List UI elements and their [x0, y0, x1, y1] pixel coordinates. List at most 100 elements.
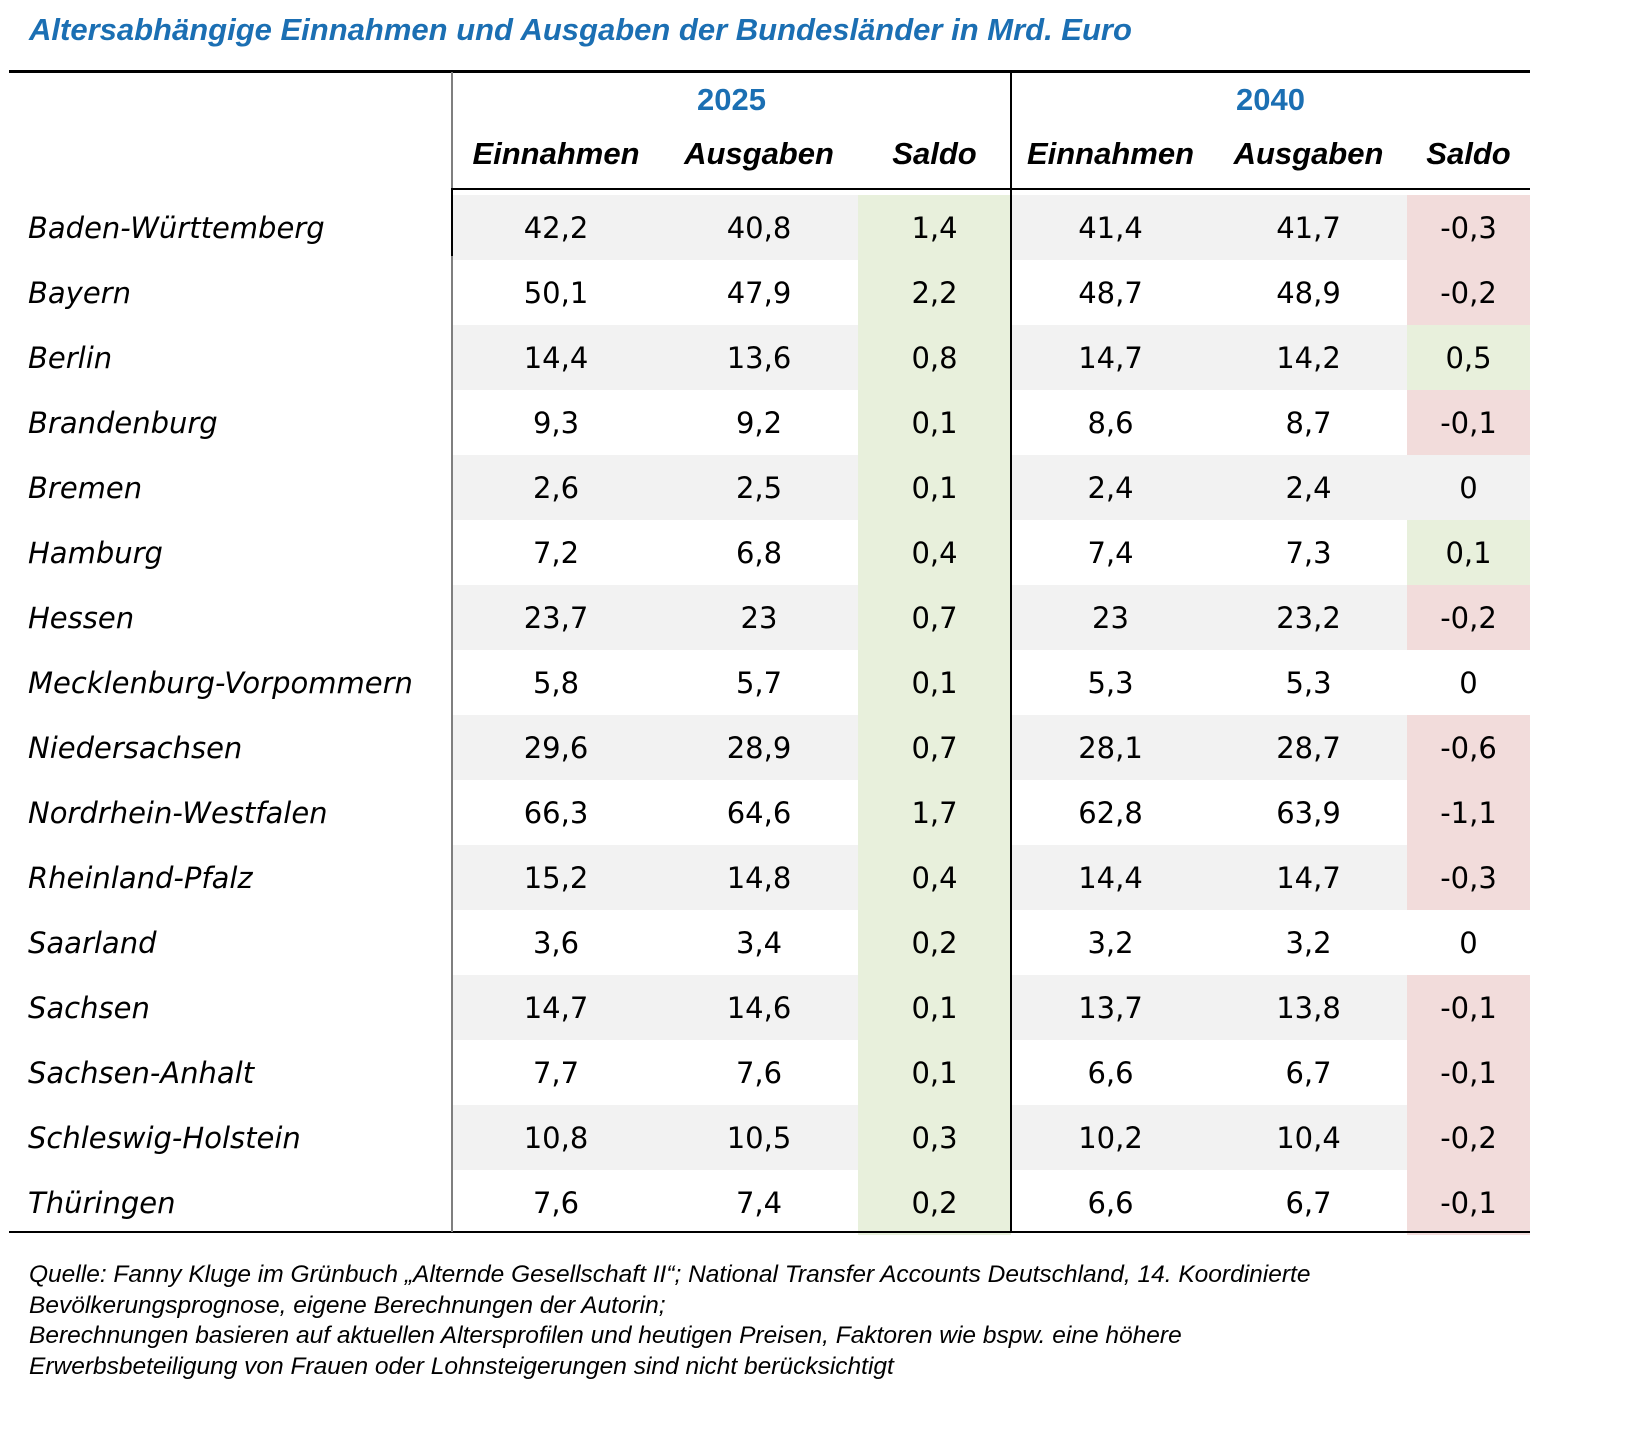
cell-saldo-2025: 1,7: [858, 780, 1011, 845]
cell-saldo-2025: 0,1: [858, 650, 1011, 715]
cell-ausgaben-2025: 2,5: [660, 455, 858, 520]
cell-saldo-2025: 0,1: [858, 1040, 1011, 1105]
cell-saldo-2040: -0,1: [1407, 1170, 1530, 1235]
table-row: Niedersachsen 29,6 28,9 0,7 28,1 28,7 -0,6: [9, 715, 1530, 780]
cell-saldo-2025: 0,3: [858, 1105, 1011, 1170]
cell-einnahmen-2040: 6,6: [1087, 1055, 1134, 1090]
cell-saldo-2025: 0,4: [858, 520, 1011, 585]
cell-einnahmen-2025: 23,7: [452, 585, 660, 650]
row-label-state: Baden-Württemberg: [28, 210, 325, 245]
column-header-row: Einnahmen Ausgaben Saldo Einnahmen Ausga…: [9, 118, 1530, 195]
label-separator-top: [451, 188, 453, 256]
cell-ausgaben-2025: 6,8: [735, 535, 783, 570]
cell-saldo-2040: -0,3: [1407, 195, 1530, 260]
cell-saldo-2025: 0,1: [858, 390, 1011, 455]
cell-saldo-2040: -1,1: [1407, 780, 1530, 845]
cell-einnahmen-2025: 3,6: [532, 925, 580, 960]
cell-einnahmen-2040: 41,4: [1011, 195, 1210, 260]
corner-cell: [9, 118, 452, 195]
cell-ausgaben-2025: 5,7: [735, 665, 783, 700]
cell-einnahmen-2025: 14,4: [452, 325, 660, 390]
top-rule: [9, 70, 1530, 73]
cell-einnahmen-2040: 3,2: [1087, 925, 1134, 960]
cell-einnahmen-2025: 7,6: [532, 1185, 580, 1220]
cell-einnahmen-2040: 23: [1011, 585, 1210, 650]
cell-ausgaben-2025: 7,6: [735, 1055, 783, 1090]
col-header-einnahmen-2040: Einnahmen: [1026, 135, 1195, 171]
cell-einnahmen-2025: 2,6: [452, 455, 660, 520]
footnote: Quelle: Fanny Kluge im Grünbuch „Alternd…: [29, 1260, 1589, 1382]
cell-ausgaben-2040: 10,4: [1210, 1105, 1407, 1170]
row-label-state: Rheinland-Pfalz: [28, 860, 253, 895]
cell-saldo-2025: 0,8: [858, 325, 1011, 390]
cell-einnahmen-2040: 62,8: [1078, 795, 1143, 830]
row-label-state: Nordrhein-Westfalen: [28, 795, 328, 830]
table-title: Altersabhängige Einnahmen und Ausgaben d…: [29, 12, 1132, 47]
row-label-state: Sachsen-Anhalt: [28, 1055, 255, 1090]
row-label-state: Bayern: [28, 275, 131, 310]
cell-saldo-2025: 0,1: [858, 455, 1011, 520]
cell-saldo-2040: 0: [1459, 925, 1478, 960]
cell-ausgaben-2040: 23,2: [1210, 585, 1407, 650]
cell-einnahmen-2040: 28,1: [1011, 715, 1210, 780]
cell-ausgaben-2025: 28,9: [660, 715, 858, 780]
cell-saldo-2040: 0,5: [1407, 325, 1530, 390]
table-row: Rheinland-Pfalz 15,2 14,8 0,4 14,4 14,7 -0,3: [9, 845, 1530, 910]
table-row: Sachsen-Anhalt 7,7 7,6 0,1 6,6 6,7 -0,1: [9, 1040, 1530, 1105]
footnote-line: Erwerbsbeteiligung von Frauen oder Lohns…: [29, 1352, 894, 1380]
cell-ausgaben-2040: 5,3: [1285, 665, 1332, 700]
cell-einnahmen-2040: 14,7: [1011, 325, 1210, 390]
cell-einnahmen-2040: 13,7: [1011, 975, 1210, 1040]
row-label-state: Thüringen: [28, 1185, 176, 1220]
cell-einnahmen-2025: 7,7: [532, 1055, 580, 1090]
cell-saldo-2025: 1,4: [858, 195, 1011, 260]
cell-ausgaben-2040: 8,7: [1285, 405, 1332, 440]
col-header-ausgaben-2025: Ausgaben: [684, 135, 834, 171]
table-row: Thüringen 7,6 7,4 0,2 6,6 6,7 -0,1: [9, 1170, 1530, 1235]
cell-einnahmen-2040: 48,7: [1078, 275, 1143, 310]
row-label-state: Berlin: [28, 340, 113, 375]
cell-einnahmen-2025: 10,8: [452, 1105, 660, 1170]
cell-einnahmen-2025: 15,2: [452, 845, 660, 910]
row-label-state: Saarland: [28, 925, 157, 960]
cell-ausgaben-2025: 40,8: [660, 195, 858, 260]
col-header-saldo-2040: Saldo: [1426, 135, 1511, 171]
header-rule: [452, 188, 1530, 190]
col-header-ausgaben-2040: Ausgaben: [1233, 135, 1384, 171]
year-header-2025: 2025: [697, 82, 766, 117]
cell-einnahmen-2025: 5,8: [532, 665, 580, 700]
bottom-rule: [9, 1231, 1530, 1233]
col-header-einnahmen-2025: Einnahmen: [472, 135, 640, 171]
label-separator: [451, 72, 453, 1232]
cell-saldo-2040: -0,1: [1407, 390, 1530, 455]
cell-ausgaben-2040: 13,8: [1210, 975, 1407, 1040]
cell-einnahmen-2025: 50,1: [523, 275, 589, 310]
cell-einnahmen-2040: 2,4: [1011, 455, 1210, 520]
cell-ausgaben-2025: 23: [660, 585, 858, 650]
table-row: Bayern 50,1 47,9 2,2 48,7 48,9 -0,2: [9, 260, 1530, 325]
table-row: Saarland 3,6 3,4 0,2 3,2 3,2 0: [9, 910, 1530, 975]
cell-saldo-2025: 0,2: [858, 910, 1011, 975]
footnote-line: Berechnungen basieren auf aktuellen Alte…: [29, 1322, 1182, 1349]
cell-saldo-2040: -0,1: [1407, 1040, 1530, 1105]
table-row: Hamburg 7,2 6,8 0,4 7,4 7,3 0,1: [9, 520, 1530, 585]
cell-ausgaben-2025: 14,6: [660, 975, 858, 1040]
footnote-line: Bevölkerungsprognose, eigene Berechnunge…: [29, 1291, 666, 1319]
cell-ausgaben-2040: 14,2: [1210, 325, 1407, 390]
cell-saldo-2040: -0,2: [1407, 260, 1530, 325]
cell-ausgaben-2025: 14,8: [660, 845, 858, 910]
table-row: Hessen 23,7 23 0,7 23 23,2 -0,2: [9, 585, 1530, 650]
row-label-state: Schleswig-Holstein: [28, 1120, 301, 1155]
row-label-state: Sachsen: [28, 990, 150, 1025]
cell-saldo-2040: -0,1: [1407, 975, 1530, 1040]
cell-saldo-2025: 0,4: [858, 845, 1011, 910]
row-label-state: Bremen: [28, 470, 143, 505]
cell-saldo-2025: 0,2: [858, 1170, 1011, 1235]
cell-saldo-2040: 0,1: [1407, 520, 1530, 585]
cell-ausgaben-2040: 41,7: [1210, 195, 1407, 260]
cell-ausgaben-2040: 14,7: [1210, 845, 1407, 910]
table-row: Bremen 2,6 2,5 0,1 2,4 2,4 0: [9, 455, 1530, 520]
cell-saldo-2040: 0: [1407, 455, 1530, 520]
table-row: Brandenburg 9,3 9,2 0,1 8,6 8,7 -0,1: [9, 390, 1530, 455]
cell-ausgaben-2025: 3,4: [735, 925, 783, 960]
